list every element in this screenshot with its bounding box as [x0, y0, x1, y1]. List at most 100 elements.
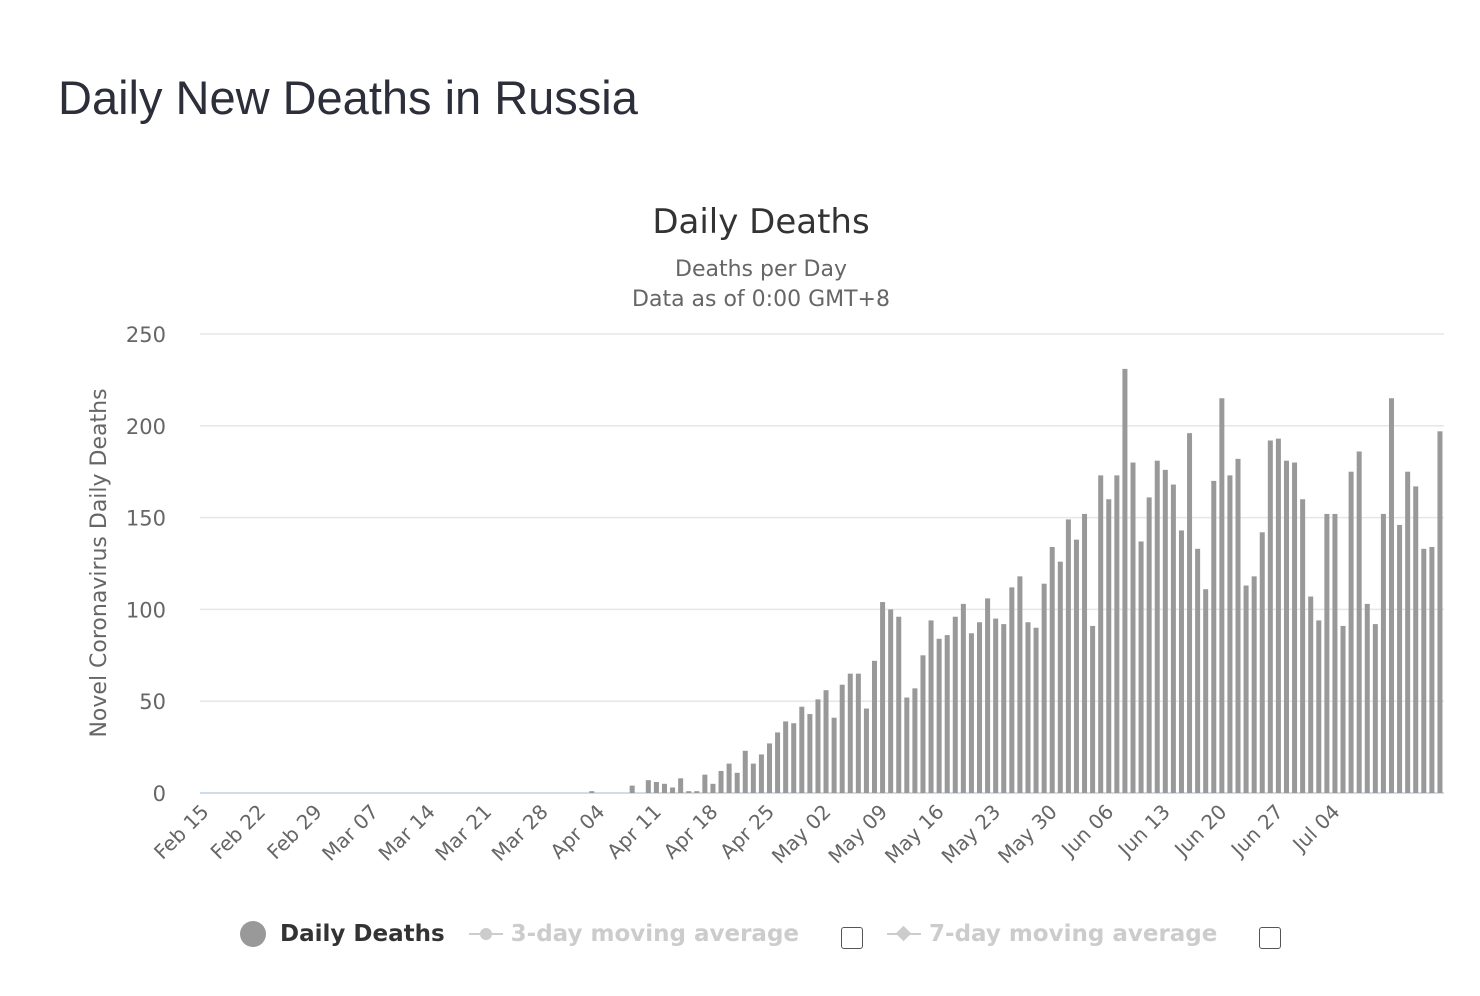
bar[interactable]	[766, 743, 772, 793]
bar[interactable]	[1429, 546, 1435, 793]
bar[interactable]	[1397, 524, 1403, 793]
bar[interactable]	[1227, 475, 1233, 793]
bar[interactable]	[1292, 462, 1298, 793]
bar[interactable]	[1049, 546, 1055, 793]
bar[interactable]	[1041, 583, 1047, 793]
bar[interactable]	[977, 622, 983, 793]
bar[interactable]	[694, 791, 700, 793]
bar[interactable]	[1114, 475, 1120, 793]
bar[interactable]	[831, 717, 837, 793]
bar[interactable]	[944, 635, 950, 793]
bar[interactable]	[758, 754, 764, 793]
bar[interactable]	[1203, 589, 1209, 793]
bar[interactable]	[1219, 398, 1225, 793]
bar[interactable]	[726, 763, 732, 793]
bar[interactable]	[670, 787, 676, 793]
bar[interactable]	[912, 688, 918, 793]
bar[interactable]	[936, 638, 942, 793]
bar[interactable]	[1170, 484, 1176, 793]
bar[interactable]	[1138, 541, 1144, 793]
bar[interactable]	[928, 620, 934, 793]
bar[interactable]	[1332, 513, 1338, 793]
bar[interactable]	[872, 660, 878, 793]
bar[interactable]	[1090, 625, 1096, 793]
bar[interactable]	[1413, 486, 1419, 793]
bar[interactable]	[1146, 497, 1152, 793]
bar[interactable]	[678, 778, 684, 793]
bar[interactable]	[1380, 513, 1386, 793]
bar[interactable]	[1340, 625, 1346, 793]
bar[interactable]	[775, 732, 781, 793]
bar[interactable]	[920, 655, 926, 793]
bar[interactable]	[815, 699, 821, 793]
legend-item-7-day-average[interactable]: 7-day moving average	[887, 921, 1217, 947]
bar[interactable]	[710, 783, 716, 793]
bar[interactable]	[1243, 585, 1249, 793]
bar[interactable]	[1348, 471, 1354, 793]
bar[interactable]	[1073, 539, 1079, 793]
bar[interactable]	[904, 697, 910, 793]
bar[interactable]	[1356, 451, 1362, 793]
bar[interactable]	[1235, 458, 1241, 793]
bar[interactable]	[823, 690, 829, 793]
bar[interactable]	[1009, 587, 1015, 793]
bar[interactable]	[702, 774, 708, 793]
bar[interactable]	[1033, 627, 1039, 793]
bar[interactable]	[960, 603, 966, 793]
legend-item-3-day-average[interactable]: 3-day moving average	[468, 921, 799, 947]
bar[interactable]	[1106, 499, 1112, 793]
bar[interactable]	[783, 721, 789, 793]
bar[interactable]	[1259, 532, 1265, 793]
bar[interactable]	[1388, 398, 1394, 793]
bar[interactable]	[896, 616, 902, 793]
bar[interactable]	[1162, 469, 1168, 793]
bar[interactable]	[1130, 462, 1136, 793]
bar[interactable]	[1098, 475, 1104, 793]
bar[interactable]	[880, 602, 886, 793]
bar[interactable]	[629, 785, 635, 793]
bar[interactable]	[1211, 480, 1217, 793]
bar[interactable]	[589, 791, 595, 793]
bar[interactable]	[661, 783, 667, 793]
bar[interactable]	[888, 609, 894, 793]
bar[interactable]	[645, 780, 651, 793]
bar[interactable]	[1122, 368, 1128, 793]
bar[interactable]	[734, 772, 740, 793]
bar[interactable]	[1082, 513, 1088, 793]
bar[interactable]	[1372, 624, 1378, 793]
bar[interactable]	[1275, 438, 1281, 793]
bar[interactable]	[1308, 596, 1314, 793]
bar[interactable]	[1025, 622, 1031, 793]
bar[interactable]	[686, 791, 692, 793]
bar[interactable]	[1065, 519, 1071, 793]
bar[interactable]	[1267, 440, 1273, 793]
bar[interactable]	[1283, 460, 1289, 793]
legend-item-daily-deaths[interactable]: Daily Deaths	[240, 921, 445, 947]
bar[interactable]	[1057, 561, 1063, 793]
checkbox-3-day-average[interactable]	[841, 927, 864, 949]
bar[interactable]	[855, 673, 861, 793]
bar[interactable]	[952, 616, 958, 793]
bar[interactable]	[1195, 548, 1201, 793]
bar[interactable]	[791, 723, 797, 793]
bar[interactable]	[1437, 431, 1443, 793]
bar[interactable]	[653, 781, 659, 793]
bar[interactable]	[1405, 471, 1411, 793]
bar[interactable]	[1251, 576, 1257, 793]
bar[interactable]	[1017, 576, 1023, 793]
bar[interactable]	[863, 708, 869, 793]
bar[interactable]	[993, 618, 999, 793]
bar[interactable]	[807, 714, 813, 793]
bar[interactable]	[1178, 530, 1184, 793]
bar[interactable]	[750, 763, 756, 793]
bar[interactable]	[742, 750, 748, 793]
bar[interactable]	[1300, 499, 1306, 793]
bar[interactable]	[799, 706, 805, 793]
bar[interactable]	[1421, 548, 1427, 793]
bar[interactable]	[1324, 513, 1330, 793]
bar[interactable]	[839, 684, 845, 793]
bar[interactable]	[1316, 620, 1322, 793]
bar[interactable]	[1187, 433, 1193, 793]
bar[interactable]	[718, 770, 724, 793]
bar[interactable]	[847, 673, 853, 793]
